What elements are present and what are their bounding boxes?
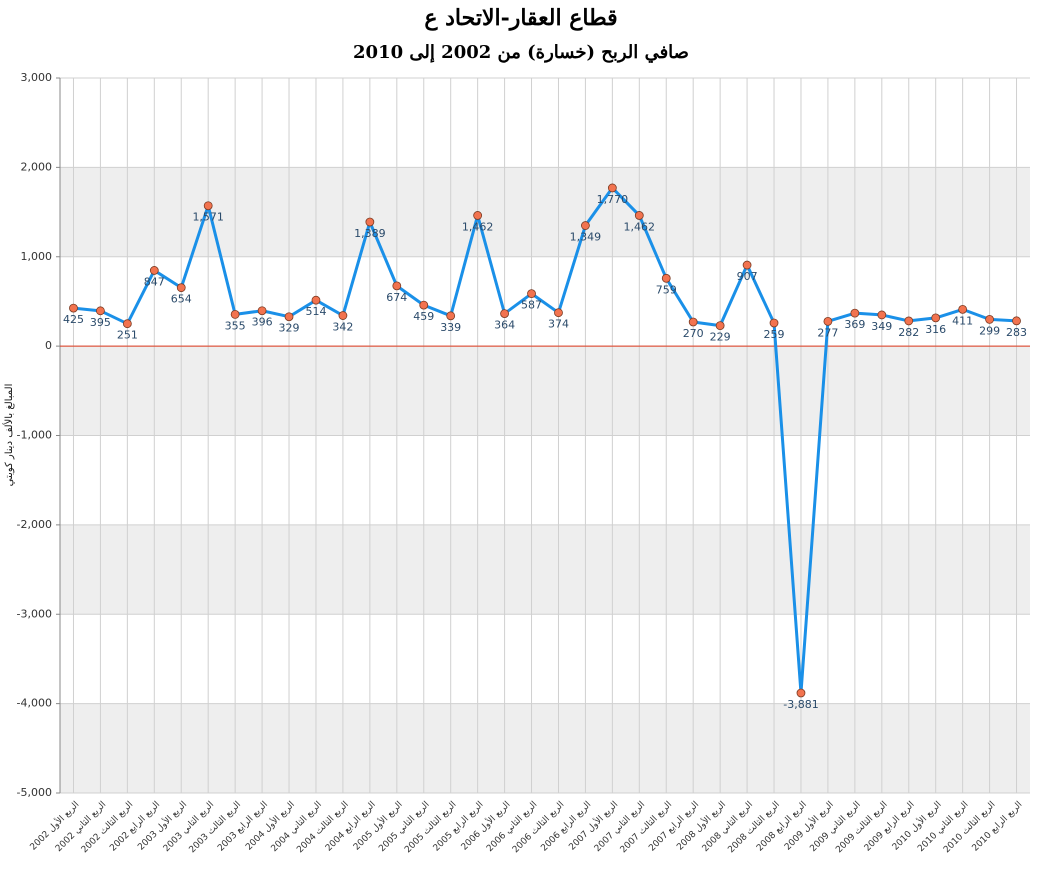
marker <box>365 217 375 227</box>
marker <box>715 321 725 331</box>
band <box>60 167 1030 257</box>
marker <box>796 688 806 698</box>
marker <box>742 260 752 270</box>
marker <box>230 309 240 319</box>
value-label: 1,389 <box>354 227 386 240</box>
marker <box>419 300 429 310</box>
marker <box>823 316 833 326</box>
y-tick-label: -5,000 <box>17 786 52 799</box>
marker <box>500 309 509 318</box>
value-label: 339 <box>440 321 461 334</box>
value-label: 1,462 <box>624 220 656 233</box>
y-tick-label: -2,000 <box>17 518 52 531</box>
band <box>60 346 1030 436</box>
value-label: 251 <box>117 329 138 342</box>
value-label: 847 <box>144 275 165 288</box>
y-axis-label: المبالغ بالألف دينار كويتي <box>2 384 15 487</box>
marker <box>769 318 779 328</box>
line <box>73 186 1017 695</box>
value-label: 1,349 <box>570 231 602 244</box>
value-label: 759 <box>656 283 677 296</box>
marker <box>149 266 159 275</box>
marker <box>688 317 698 327</box>
chart-subtitle: صافي الربح (خسارة) من 2002 إلى 2010 <box>353 42 689 63</box>
value-label: 364 <box>494 319 515 332</box>
y-tick-label: -3,000 <box>17 607 52 620</box>
value-label: 674 <box>386 291 407 304</box>
value-label: 277 <box>817 326 838 339</box>
value-label: 259 <box>764 328 785 341</box>
marker <box>904 316 914 326</box>
marker <box>850 308 860 318</box>
marker <box>96 306 105 316</box>
value-label: 282 <box>898 326 919 339</box>
value-label: 395 <box>90 316 111 329</box>
marker <box>1012 316 1021 326</box>
value-label: 270 <box>683 327 704 340</box>
band <box>60 524 1030 615</box>
y-tick-label: 2,000 <box>21 160 53 173</box>
value-label: 299 <box>979 324 1000 337</box>
value-label: 1,571 <box>192 211 224 224</box>
y-tick-label: -1,000 <box>17 429 52 442</box>
value-label: 1,770 <box>597 193 629 206</box>
marker <box>985 315 994 324</box>
marker <box>661 273 671 283</box>
value-label: 229 <box>710 331 731 344</box>
marker <box>176 283 186 293</box>
marker <box>338 311 348 320</box>
value-label: 342 <box>332 321 353 334</box>
marker <box>527 289 536 299</box>
value-label: 396 <box>252 316 273 329</box>
y-tick-label: 1,000 <box>21 250 53 263</box>
marker <box>257 306 267 316</box>
y-tick-label: 3,000 <box>21 71 53 84</box>
value-label: 369 <box>844 318 865 331</box>
marker <box>607 183 617 193</box>
marker <box>69 303 78 313</box>
value-label: -3,881 <box>783 698 818 711</box>
value-label: 459 <box>413 310 434 323</box>
marker <box>392 281 402 291</box>
marker <box>122 319 132 329</box>
y-tick-label: -4,000 <box>17 697 52 710</box>
marker <box>634 211 644 220</box>
value-label: 411 <box>952 314 973 327</box>
value-label: 374 <box>548 318 569 331</box>
value-label: 654 <box>171 293 192 306</box>
value-label: 349 <box>871 320 892 333</box>
marker <box>554 308 563 318</box>
chart-title: قطاع العقار-الاتحاد ع <box>424 5 617 31</box>
value-label: 907 <box>737 270 758 283</box>
marker <box>581 221 590 230</box>
marker <box>203 201 213 211</box>
marker <box>284 312 294 322</box>
marker <box>931 313 941 323</box>
value-label: 514 <box>305 305 326 318</box>
value-label: 587 <box>521 299 542 312</box>
y-tick-label: 0 <box>45 339 52 352</box>
value-label: 425 <box>63 313 84 326</box>
value-label: 316 <box>925 323 946 336</box>
value-label: 355 <box>225 319 246 332</box>
marker <box>311 295 321 305</box>
marker <box>958 304 968 314</box>
marker <box>473 211 483 220</box>
marker <box>446 311 456 321</box>
value-label: 1,462 <box>462 220 494 233</box>
band <box>60 703 1030 793</box>
marker <box>877 310 887 320</box>
value-label: 329 <box>279 322 300 335</box>
value-label: 283 <box>1006 326 1027 339</box>
